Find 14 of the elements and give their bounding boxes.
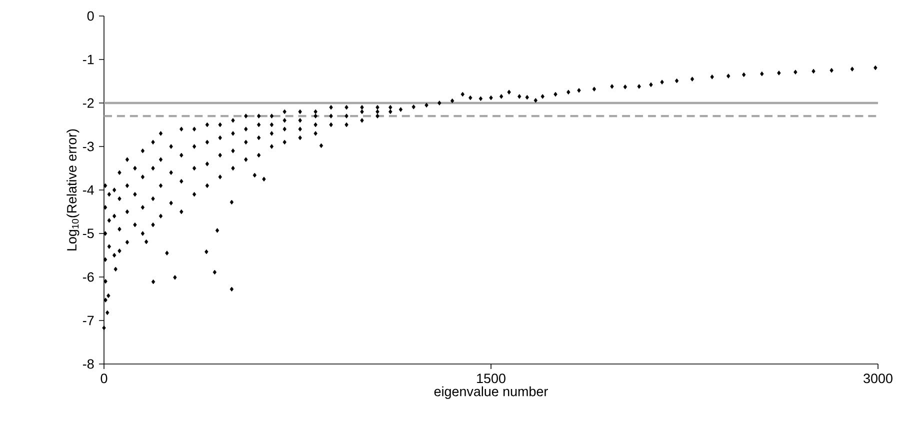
y-tick-label: -2 [82, 98, 94, 108]
x-tick-label: 0 [100, 374, 108, 384]
y-tick-label: 0 [87, 11, 94, 21]
y-tick-label: -3 [82, 142, 94, 152]
x-tick-label: 1500 [477, 374, 506, 384]
y-tick-label: -5 [82, 228, 94, 238]
y-tick-label: -1 [82, 54, 94, 64]
y-tick-label: -7 [82, 316, 94, 326]
y-axis-title: Log$_{10}$(Relative error) [66, 129, 80, 250]
x-axis-title: eigenvalue number [434, 386, 548, 399]
x-tick-label: 3000 [864, 374, 892, 384]
y-tick-label: -6 [82, 272, 94, 282]
y-tick-label: -8 [82, 359, 94, 369]
y-tick-label: -4 [82, 185, 94, 195]
